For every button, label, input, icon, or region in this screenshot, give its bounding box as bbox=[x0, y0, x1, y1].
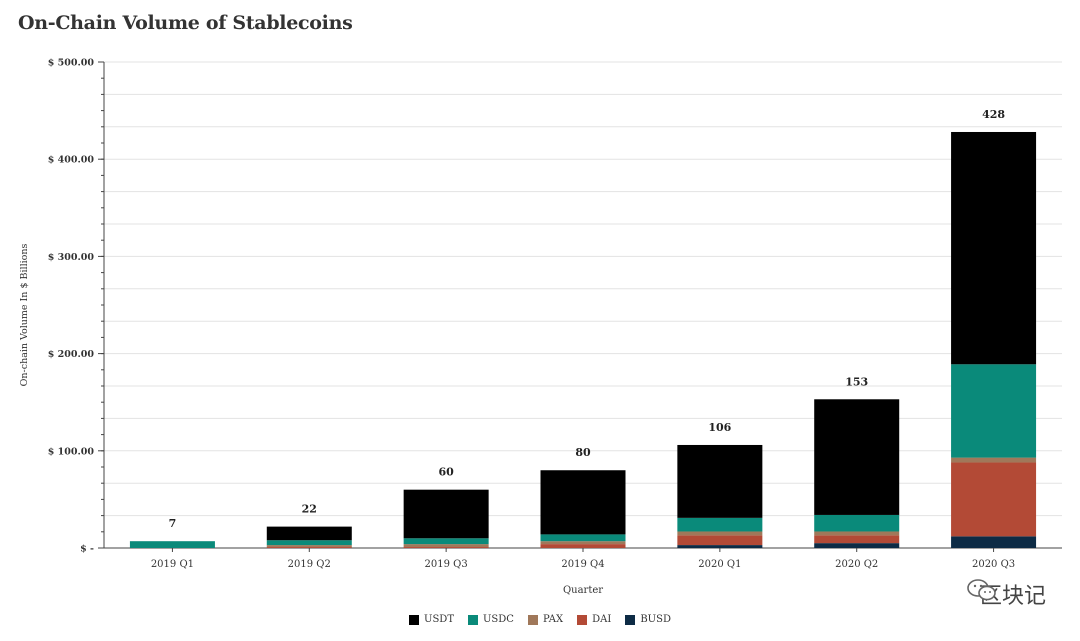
bar-segment-pax bbox=[266, 545, 352, 548]
chart-title: On-Chain Volume of Stablecoins bbox=[18, 12, 353, 34]
y-tick-label: $ 300.00 bbox=[48, 252, 95, 263]
legend-swatch bbox=[468, 614, 478, 625]
legend-label: USDT bbox=[424, 614, 454, 625]
x-axis-title: Quarter bbox=[563, 585, 603, 596]
legend-swatch bbox=[527, 614, 538, 625]
total-label: 106 bbox=[708, 421, 731, 434]
bar-segment-dai bbox=[540, 544, 626, 548]
legend-item-usdt: USDT bbox=[409, 614, 454, 625]
bar-segment-usdt bbox=[814, 399, 900, 515]
bar-segment-usdt bbox=[266, 526, 352, 541]
bar-segment-usdt bbox=[677, 444, 763, 518]
bar-segment-dai bbox=[266, 547, 352, 548]
chart-legend: USDT USDC PAX DAI BUSD bbox=[0, 614, 1080, 625]
bar-segment-usdc bbox=[814, 514, 900, 532]
legend-item-dai: DAI bbox=[577, 614, 611, 625]
total-label: 7 bbox=[169, 517, 177, 530]
bar-segment-usdt bbox=[540, 470, 626, 535]
bar-segment-busd bbox=[677, 545, 763, 548]
bar-segment-pax bbox=[677, 531, 763, 536]
x-tick-label: 2019 Q1 bbox=[151, 559, 194, 570]
y-tick-label: $ 200.00 bbox=[48, 349, 95, 360]
total-label: 428 bbox=[982, 108, 1005, 121]
legend-label: PAX bbox=[542, 614, 564, 625]
x-tick-label: 2019 Q4 bbox=[561, 559, 604, 570]
y-tick-label: $ 500.00 bbox=[48, 58, 95, 69]
y-axis-title: On-chain Volume In $ Billions bbox=[19, 244, 30, 387]
bar-segment-pax bbox=[951, 457, 1037, 463]
legend-item-busd: BUSD bbox=[625, 614, 671, 625]
bar-segment-usdc bbox=[403, 538, 489, 545]
bar-segment-pax bbox=[403, 544, 489, 548]
bar-segment-usdc bbox=[677, 517, 763, 532]
y-tick-label: $ 400.00 bbox=[48, 155, 95, 166]
bar-segment-dai bbox=[951, 462, 1037, 537]
legend-label: BUSD bbox=[640, 614, 671, 625]
bar-segment-pax bbox=[540, 541, 626, 545]
y-tick-label: $ - bbox=[80, 544, 94, 555]
bar-segment-dai bbox=[677, 535, 763, 546]
x-tick-label: 2019 Q3 bbox=[425, 559, 468, 570]
legend-item-pax: PAX bbox=[527, 614, 564, 625]
bar-segment-usdt bbox=[403, 489, 489, 539]
total-label: 80 bbox=[575, 446, 591, 459]
legend-label: DAI bbox=[592, 614, 612, 625]
bar-segment-usdc bbox=[129, 541, 215, 548]
bar-segment-usdc bbox=[951, 364, 1037, 458]
bar-segment-dai bbox=[814, 535, 900, 544]
total-label: 153 bbox=[845, 375, 868, 388]
x-tick-label: 2020 Q1 bbox=[698, 559, 741, 570]
bar-segment-pax bbox=[814, 531, 900, 536]
bar-segment-busd bbox=[814, 543, 900, 548]
y-tick-label: $ 100.00 bbox=[48, 446, 95, 457]
legend-swatch bbox=[409, 614, 420, 625]
legend-swatch bbox=[577, 614, 588, 625]
legend-item-usdc: USDC bbox=[468, 614, 514, 625]
bar-segment-usdc bbox=[266, 540, 352, 546]
x-tick-label: 2020 Q2 bbox=[835, 559, 878, 570]
bar-segment-dai bbox=[403, 547, 489, 548]
x-tick-label: 2020 Q3 bbox=[972, 559, 1015, 570]
bar-segment-usdt bbox=[951, 131, 1037, 365]
bar-segment-busd bbox=[951, 536, 1037, 548]
legend-swatch bbox=[625, 614, 636, 625]
total-label: 60 bbox=[438, 466, 454, 479]
total-label: 22 bbox=[302, 503, 317, 516]
x-tick-label: 2019 Q2 bbox=[288, 559, 331, 570]
bar-segment-usdc bbox=[540, 534, 626, 542]
legend-label: USDC bbox=[483, 614, 514, 625]
watermark: 区块记 bbox=[967, 578, 1046, 610]
